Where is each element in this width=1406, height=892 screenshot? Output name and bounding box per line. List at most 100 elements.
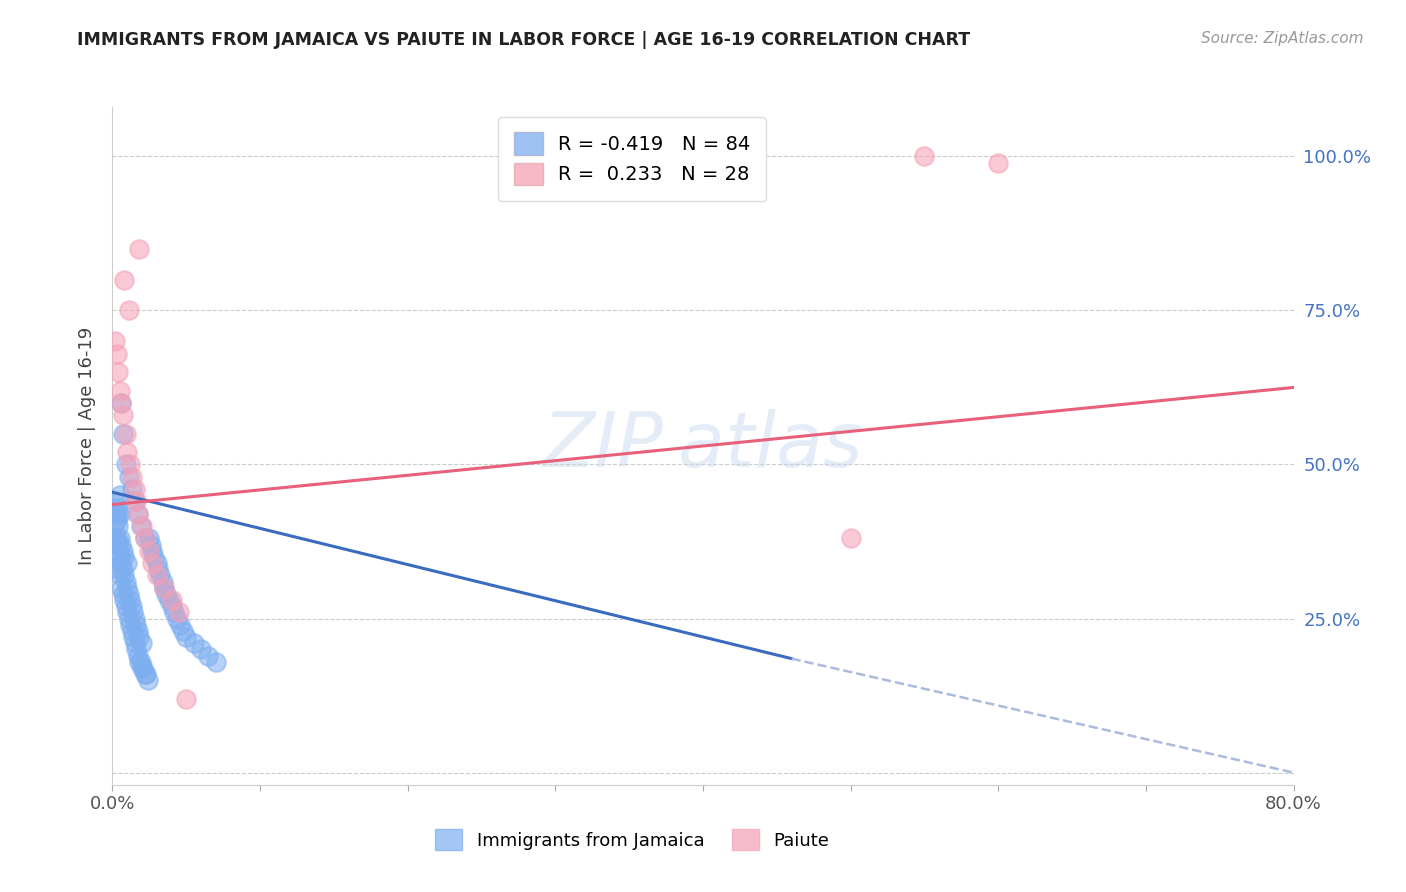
- Point: [138, 532, 160, 546]
- Point: [128, 630, 150, 644]
- Point: [124, 494, 146, 508]
- Point: [139, 538, 162, 552]
- Point: [142, 549, 165, 564]
- Point: [114, 458, 136, 472]
- Point: [174, 630, 197, 644]
- Point: [111, 408, 134, 422]
- Point: [839, 532, 862, 546]
- Point: [108, 549, 131, 564]
- Point: [131, 661, 153, 675]
- Point: [146, 568, 169, 582]
- Point: [157, 593, 180, 607]
- Point: [125, 494, 148, 508]
- Point: [160, 593, 183, 607]
- Point: [141, 543, 163, 558]
- Point: [118, 470, 141, 484]
- Point: [153, 581, 176, 595]
- Point: [114, 599, 136, 614]
- Point: [117, 581, 138, 595]
- Point: [118, 587, 141, 601]
- Point: [112, 549, 135, 564]
- Point: [124, 611, 146, 625]
- Point: [110, 396, 132, 410]
- Point: [914, 149, 936, 163]
- Point: [183, 636, 205, 650]
- Point: [153, 581, 176, 595]
- Point: [149, 568, 172, 582]
- Point: [129, 519, 152, 533]
- Text: Source: ZipAtlas.com: Source: ZipAtlas.com: [1201, 31, 1364, 46]
- Point: [122, 606, 145, 620]
- Point: [118, 303, 141, 318]
- Point: [108, 532, 131, 546]
- Point: [125, 617, 148, 632]
- Point: [152, 574, 174, 589]
- Point: [111, 426, 134, 441]
- Point: [124, 482, 146, 496]
- Point: [104, 532, 127, 546]
- Point: [110, 396, 132, 410]
- Point: [111, 587, 134, 601]
- Point: [134, 532, 156, 546]
- Point: [127, 648, 149, 663]
- Point: [125, 642, 148, 657]
- Point: [117, 556, 138, 570]
- Point: [134, 667, 156, 681]
- Point: [127, 507, 149, 521]
- Point: [197, 648, 219, 663]
- Point: [160, 599, 183, 614]
- Point: [129, 655, 152, 669]
- Point: [114, 426, 136, 441]
- Point: [105, 500, 128, 515]
- Point: [127, 624, 149, 638]
- Point: [111, 562, 134, 576]
- Text: ZIP atlas: ZIP atlas: [543, 409, 863, 483]
- Point: [987, 155, 1010, 169]
- Text: IMMIGRANTS FROM JAMAICA VS PAIUTE IN LABOR FORCE | AGE 16-19 CORRELATION CHART: IMMIGRANTS FROM JAMAICA VS PAIUTE IN LAB…: [77, 31, 970, 49]
- Point: [120, 458, 142, 472]
- Point: [134, 532, 156, 546]
- Point: [121, 599, 143, 614]
- Point: [104, 507, 127, 521]
- Point: [169, 617, 191, 632]
- Point: [108, 568, 131, 582]
- Point: [205, 655, 228, 669]
- Point: [105, 549, 128, 564]
- Point: [132, 661, 155, 675]
- Point: [112, 272, 135, 286]
- Point: [166, 611, 188, 625]
- Point: [172, 624, 194, 638]
- Point: [110, 581, 132, 595]
- Point: [107, 538, 129, 552]
- Point: [122, 630, 145, 644]
- Point: [121, 470, 143, 484]
- Point: [148, 562, 170, 576]
- Point: [107, 562, 129, 576]
- Point: [105, 346, 128, 360]
- Point: [108, 488, 131, 502]
- Point: [112, 568, 135, 582]
- Point: [124, 636, 146, 650]
- Point: [103, 519, 125, 533]
- Point: [107, 519, 129, 533]
- Point: [167, 606, 190, 620]
- Point: [110, 556, 132, 570]
- Point: [108, 507, 131, 521]
- Point: [128, 655, 150, 669]
- Point: [141, 556, 163, 570]
- Point: [121, 482, 143, 496]
- Point: [107, 365, 129, 379]
- Point: [104, 334, 127, 349]
- Point: [127, 507, 149, 521]
- Point: [146, 556, 169, 570]
- Point: [131, 636, 153, 650]
- Point: [190, 642, 212, 657]
- Point: [121, 624, 143, 638]
- Legend: Immigrants from Jamaica, Paiute: Immigrants from Jamaica, Paiute: [427, 822, 837, 857]
- Point: [110, 538, 132, 552]
- Point: [117, 445, 138, 459]
- Point: [117, 606, 138, 620]
- Point: [131, 519, 153, 533]
- Point: [163, 606, 186, 620]
- Point: [120, 593, 142, 607]
